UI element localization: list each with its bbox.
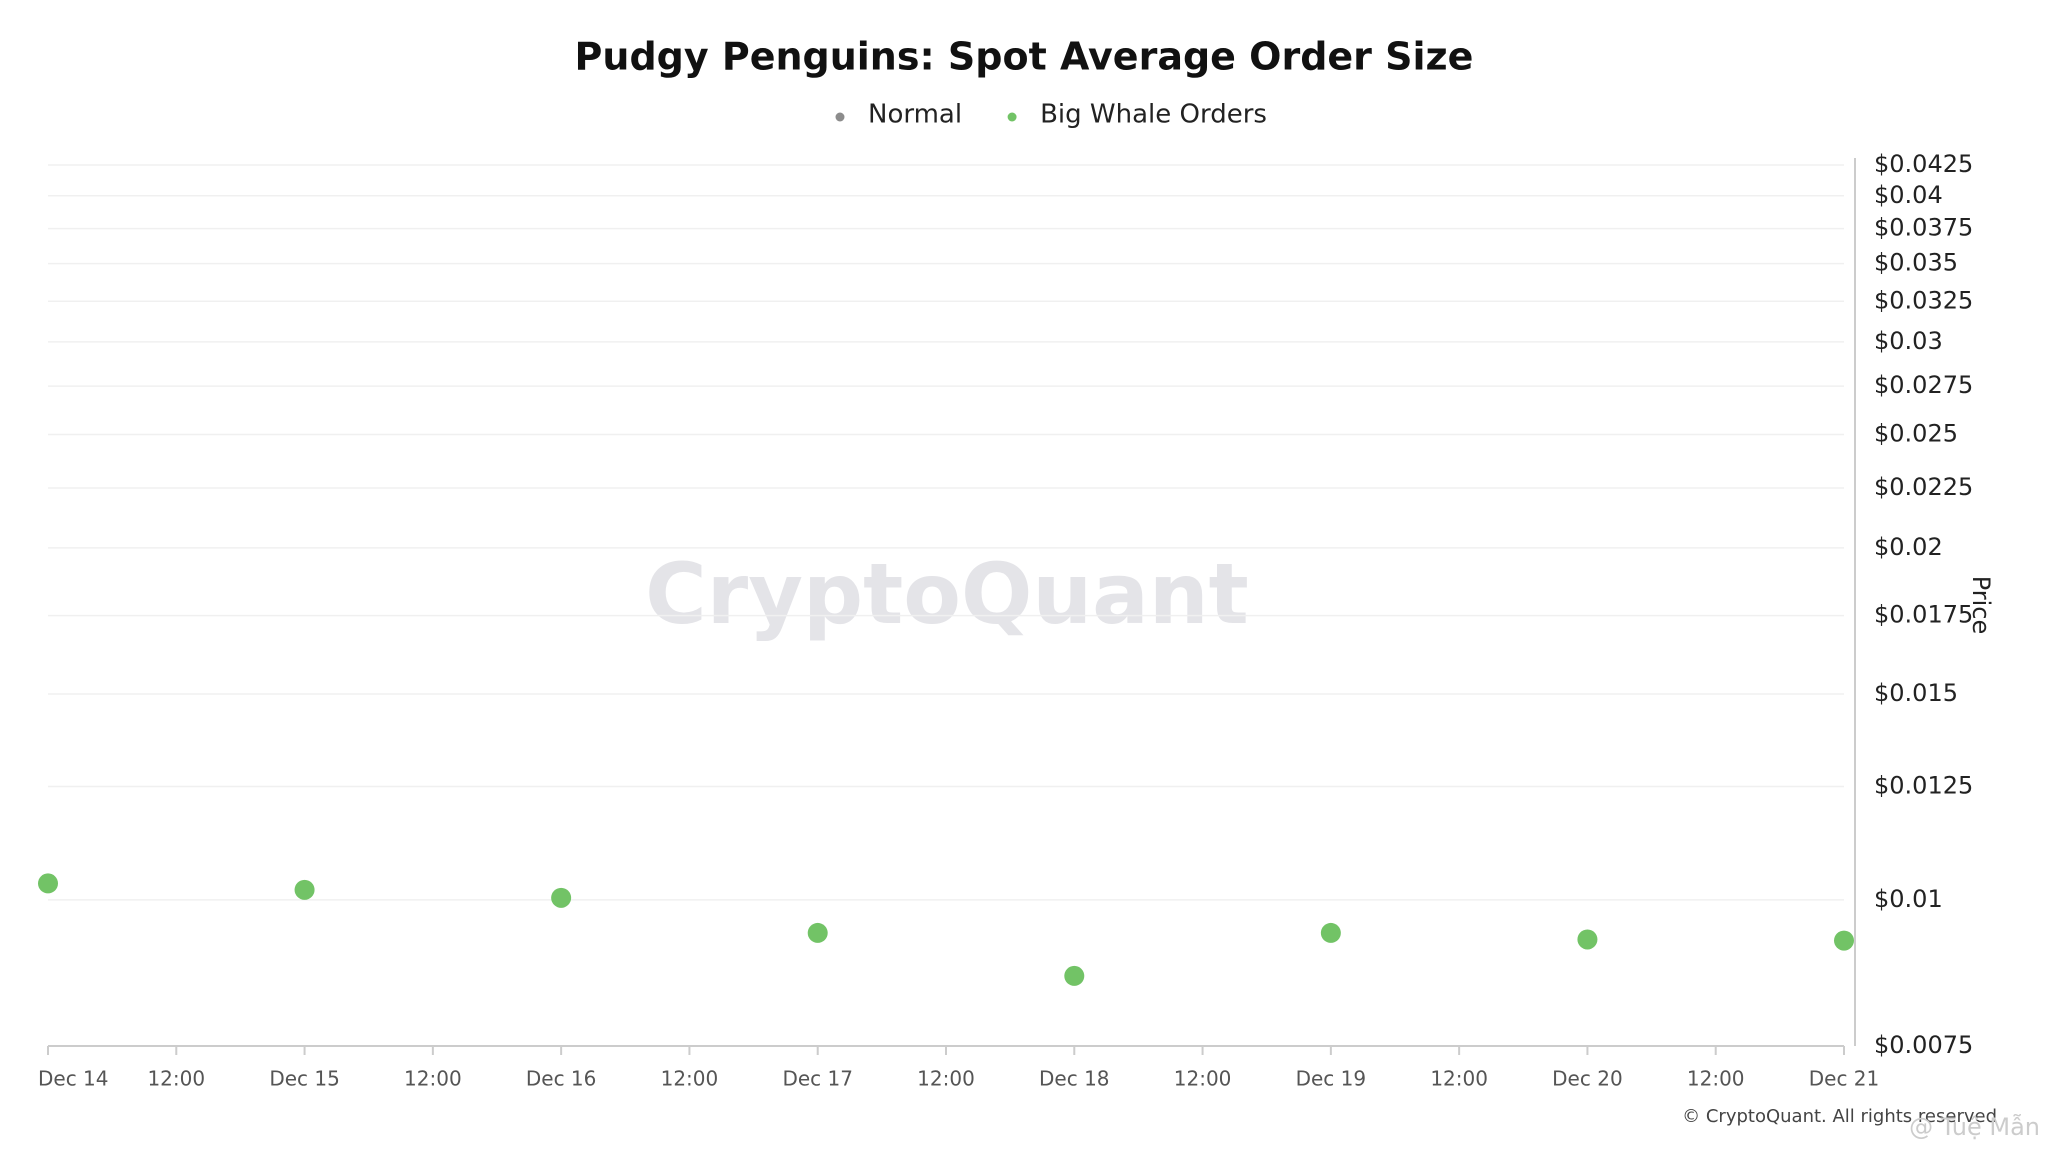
watermark: CryptoQuant <box>645 545 1249 643</box>
point <box>294 879 315 900</box>
y-tick-label: $0.0225 <box>1874 473 1973 501</box>
y-tick-label: $0.0125 <box>1874 772 1973 800</box>
y-tick-label: $0.025 <box>1874 420 1958 448</box>
x-tick-label: Dec 17 <box>782 1067 853 1091</box>
y-tick-label: $0.0075 <box>1874 1031 1973 1059</box>
y-tick-label: $0.015 <box>1874 679 1958 707</box>
x-tick-label: 12:00 <box>661 1067 719 1091</box>
x-tick-label: 12:00 <box>147 1067 205 1091</box>
x-tick-label: Dec 19 <box>1296 1067 1367 1091</box>
x-tick-label: Dec 20 <box>1552 1067 1623 1091</box>
x-tick-label: Dec 21 <box>1809 1067 1880 1091</box>
point <box>1834 930 1854 951</box>
x-tick-label: Dec 18 <box>1039 1067 1110 1091</box>
y-axis-label: Price <box>1967 576 1995 635</box>
y-tick-label: $0.03 <box>1874 327 1943 355</box>
legend-marker <box>835 112 845 122</box>
legend-label: Normal <box>868 100 962 130</box>
x-tick-label: Dec 15 <box>269 1067 340 1091</box>
y-tick-label: $0.0325 <box>1874 286 1973 314</box>
x-tick-label: 12:00 <box>404 1067 462 1091</box>
x-tick-label: 12:00 <box>1174 1067 1232 1091</box>
y-tick-label: $0.0425 <box>1874 150 1973 178</box>
author-mark: @ Tuệ Mẫn <box>1909 1112 2040 1141</box>
chart-title: Pudgy Penguins: Spot Average Order Size <box>575 35 1474 79</box>
x-tick-label: Dec 16 <box>526 1067 597 1091</box>
y-tick-label: $0.02 <box>1874 533 1943 561</box>
legend-marker <box>1007 112 1017 122</box>
x-tick-label: 12:00 <box>1430 1067 1488 1091</box>
point <box>1320 922 1341 943</box>
x-tick-label: 12:00 <box>917 1067 975 1091</box>
y-tick-label: $0.0375 <box>1874 214 1973 242</box>
y-tick-label: $0.035 <box>1874 249 1958 277</box>
point <box>1577 929 1598 950</box>
y-tick-label: $0.04 <box>1874 181 1943 209</box>
x-tick-label: 12:00 <box>1687 1067 1745 1091</box>
y-tick-label: $0.0175 <box>1874 601 1973 629</box>
legend-label: Big Whale Orders <box>1040 100 1267 130</box>
point <box>38 873 58 894</box>
x-tick-label: Dec 14 <box>38 1067 109 1091</box>
footer: © CryptoQuant. All rights reserved <box>1682 1106 1997 1127</box>
point <box>551 887 572 908</box>
point <box>1064 965 1085 986</box>
y-tick-label: $0.01 <box>1874 885 1943 913</box>
y-tick-label: $0.0275 <box>1874 371 1973 399</box>
point <box>807 922 828 943</box>
